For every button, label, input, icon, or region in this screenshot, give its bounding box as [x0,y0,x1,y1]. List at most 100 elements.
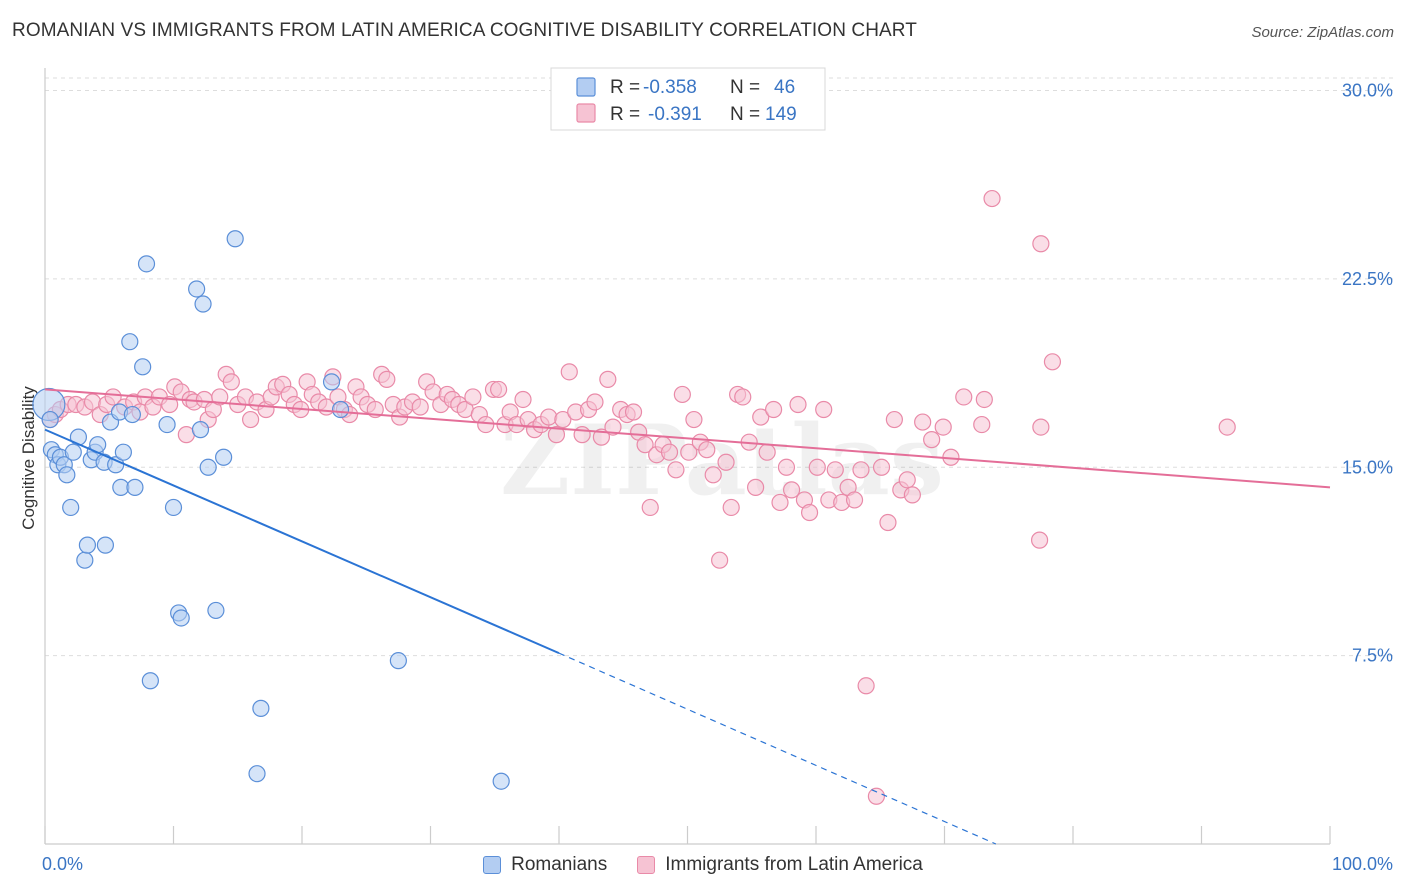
data-point-latin-america [747,478,765,496]
data-point-latin-america [867,787,885,805]
data-point-latin-america [673,385,691,404]
data-point-latin-america [660,443,679,461]
data-point-latin-america [547,426,566,444]
data-point-latin-america [540,408,558,426]
data-point-latin-america [771,493,789,512]
data-point-latin-america [872,458,891,476]
data-point-romanians [226,230,244,248]
data-point-latin-america [782,481,801,499]
data-point-romanians [188,280,206,298]
legend-n-value-1: 46 [774,77,795,98]
data-point-romanians [134,358,152,376]
data-point-latin-america [879,513,897,532]
data-point-latin-america [815,400,833,419]
chart-source: Source: ZipAtlas.com [1251,24,1394,41]
grid-lines [45,77,1393,657]
data-point-latin-america [777,458,796,476]
data-point-romanians [252,699,270,717]
data-point-romanians [41,410,59,429]
y-tick-labels: 7.5% 15.0% 22.5% 30.0% [1342,81,1393,666]
data-point-romanians [137,255,156,273]
legend-label-romanians: Romanians [511,854,608,875]
data-point-latin-america [914,413,932,431]
series-legend: Romanians Immigrants from Latin America [0,852,1406,878]
data-point-romanians [191,421,210,439]
stats-legend: R = -0.358 N = 46 R = -0.391 N = 149 [550,67,826,131]
data-point-latin-america [704,466,722,484]
data-point-latin-america [789,395,807,414]
data-point-romanians [114,443,132,461]
data-point-latin-america [983,189,1001,208]
x-tick-labels: 0.0% 100.0% [42,854,1393,874]
y-tick-label: 22.5% [1342,269,1393,289]
data-point-latin-america [1043,353,1062,371]
data-point-romanians [123,405,141,424]
data-point-latin-america [717,453,735,471]
x-tick-label: 100.0% [1332,854,1393,874]
data-point-latin-america [734,388,752,406]
trend-line-romanians-extension [558,652,997,845]
data-point-latin-america [411,398,429,416]
trend-line-romanians [44,428,560,655]
data-point-latin-america [973,415,991,434]
data-point-romanians [207,601,225,620]
data-point-romanians [78,536,97,554]
legend-r-value-2: -0.391 [648,104,702,125]
data-point-latin-america [934,418,952,436]
legend-r-value-1: -0.358 [643,77,697,98]
data-point-latin-america [955,388,973,406]
data-point-latin-america [885,410,903,429]
data-point-latin-america [1032,418,1050,436]
data-point-romanians [248,765,266,783]
data-point-romanians [172,609,190,627]
data-point-latin-america [242,410,260,429]
data-point-latin-america [161,395,179,414]
data-point-romanians [492,772,510,790]
legend-label-latin-america: Immigrants from Latin America [665,854,923,875]
data-point-latin-america [808,458,826,476]
series-latin-america-points [41,189,1236,805]
data-point-latin-america [586,393,604,411]
data-point-latin-america [599,370,617,388]
data-point-romanians [121,333,139,351]
legend-n-label-2: N = [730,104,760,125]
data-point-romanians [158,415,176,434]
data-point-latin-america [722,498,740,517]
data-point-latin-america [680,443,698,461]
data-point-latin-america [636,436,654,454]
data-point-latin-america [1032,235,1050,253]
data-point-romanians [199,458,217,476]
data-point-latin-america [758,443,776,461]
y-tick-label: 30.0% [1342,81,1393,101]
data-point-latin-america [857,677,875,695]
data-point-latin-america [641,498,659,517]
legend-swatch-romanians-bottom [483,856,502,874]
y-tick-label: 15.0% [1342,457,1393,477]
data-point-romanians [126,478,144,496]
data-point-latin-america [222,373,240,391]
data-point-romanians [322,373,341,391]
data-point-latin-america [764,400,783,419]
data-point-latin-america [845,491,864,509]
data-point-romanians [389,652,407,670]
data-point-latin-america [624,403,643,421]
data-point-latin-america [477,415,495,434]
axes [44,68,1331,845]
data-point-latin-america [903,486,921,504]
data-point-latin-america [711,551,729,569]
data-point-latin-america [1218,418,1236,436]
data-point-latin-america [604,418,622,436]
data-point-latin-america [898,471,916,489]
chart-title: ROMANIAN VS IMMIGRANTS FROM LATIN AMERIC… [12,20,917,41]
data-point-latin-america [975,390,993,409]
data-point-latin-america [211,388,229,406]
data-point-latin-america [698,441,716,459]
data-point-latin-america [514,390,532,409]
data-point-latin-america [923,431,941,449]
legend-n-value-2: 149 [765,104,797,125]
x-tick-label: 0.0% [42,854,83,874]
data-point-romanians [96,536,114,554]
data-point-romanians [64,443,82,461]
data-point-latin-america [752,408,770,426]
